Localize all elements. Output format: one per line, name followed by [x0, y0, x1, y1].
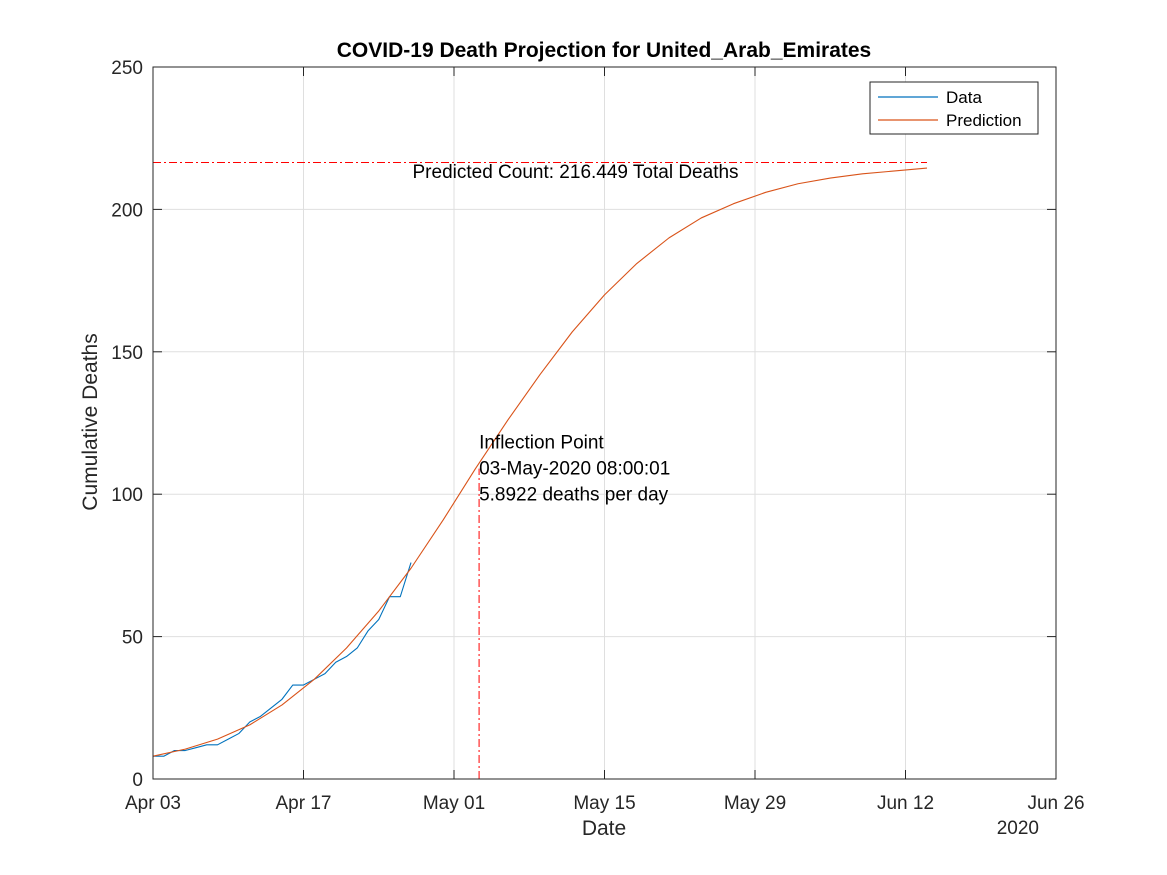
legend-label-prediction: Prediction: [946, 111, 1022, 130]
x-tick-label: Apr 03: [125, 793, 181, 814]
x-tick-label: May 15: [573, 793, 635, 814]
y-tick-label: 150: [111, 343, 143, 364]
y-tick-label: 250: [111, 58, 143, 79]
x-tick-label: Apr 17: [276, 793, 332, 814]
x-axis-label: Date: [582, 817, 626, 840]
x-tick-label: Jun 26: [1027, 793, 1084, 814]
x-axis-year-label: 2020: [997, 818, 1039, 839]
y-tick-label: 100: [111, 485, 143, 506]
text-labels: COVID-19 Death Projection for United_Ara…: [79, 39, 1039, 840]
chart-title: COVID-19 Death Projection for United_Ara…: [337, 39, 871, 62]
series-prediction-line: [152, 167, 928, 757]
annotations: Predicted Count: 216.449 Total Deaths Inf…: [413, 162, 739, 506]
y-tick-label: 50: [122, 628, 143, 649]
y-tick-label: 200: [111, 200, 143, 221]
x-tick-label: May 29: [724, 793, 786, 814]
x-tick-label: Jun 12: [877, 793, 934, 814]
legend: Data Prediction: [869, 81, 1039, 135]
annotation-text: Predicted Count: 216.449 Total Deaths: [413, 162, 739, 183]
y-axis-label: Cumulative Deaths: [79, 333, 102, 510]
x-tick-label: May 01: [423, 793, 485, 814]
annotation-text: 03-May-2020 08:00:01: [479, 459, 670, 480]
legend-label-data: Data: [946, 88, 982, 107]
reference-lines: [153, 162, 927, 779]
annotation-text: Inflection Point: [479, 433, 604, 454]
series-lines: [152, 167, 928, 757]
legend-box: [869, 81, 1039, 135]
y-tick-label: 0: [132, 770, 143, 791]
series-data-line: [153, 562, 412, 757]
annotation-text: 5.8922 deaths per day: [479, 485, 669, 506]
axes: Apr 03 Apr 17 May 01 May 15 May 29 Jun 12 Jun …: [111, 58, 1084, 814]
